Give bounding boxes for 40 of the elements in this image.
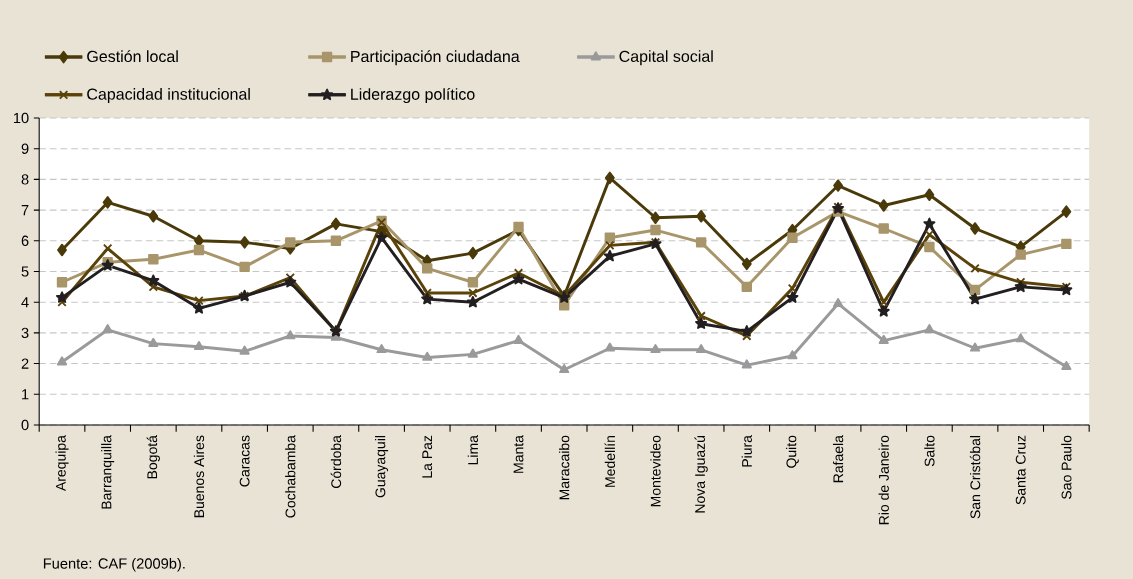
y-tick-label: 7 — [21, 205, 29, 216]
y-tick-label: 6 — [21, 235, 29, 246]
legend-label: Liderazgo político — [351, 87, 475, 104]
x-tick-label: Arequipa — [55, 435, 69, 492]
y-tick-label: 4 — [21, 297, 29, 308]
y-tick-label: 2 — [21, 358, 29, 369]
y-tick-label: 0 — [21, 419, 29, 431]
y-tick-label: 8 — [21, 174, 29, 185]
legend-label: Capacidad institucional — [87, 88, 250, 103]
x-tick-label: Nova Iguazú — [694, 435, 708, 513]
x-tick-label: Lima — [467, 435, 479, 465]
x-tick-label: Barranquilla — [101, 435, 115, 509]
x-tick-label: Guayaquil — [375, 435, 389, 498]
x-tick-label: Rio de Janeiro — [878, 435, 889, 525]
x-tick-label: Córdoba — [330, 435, 342, 489]
x-tick-label: Buenos Aires — [193, 435, 205, 518]
x-tick-label: Salto — [924, 435, 935, 467]
legend-label: Participación ciudadana — [351, 50, 520, 66]
x-tick-label: Cochabamba — [285, 435, 296, 518]
x-tick-label: Rafaela — [832, 435, 844, 483]
x-tick-label: Manta — [513, 435, 524, 473]
source-note: Fuente: CAF (2009b). — [43, 557, 185, 572]
y-tick-label: 10 — [13, 112, 29, 124]
x-tick-label: Caracas — [239, 435, 250, 487]
x-tick-label: San Cristóbal — [969, 435, 981, 519]
x-tick-label: Quito — [786, 435, 799, 468]
y-tick-label: 5 — [21, 266, 29, 277]
x-tick-label: Montevideo — [650, 435, 661, 507]
x-tick-label: Medellín — [604, 435, 616, 487]
legend-label: Gestión local — [87, 50, 178, 63]
x-tick-label: Santa Cruz — [1015, 435, 1026, 505]
x-tick-label: Maracaibo — [559, 435, 570, 500]
x-tick-label: Bogotá — [146, 435, 160, 479]
y-tick-label: 3 — [21, 327, 29, 339]
y-tick-label: 9 — [21, 143, 29, 154]
y-tick-label: 1 — [22, 389, 29, 400]
x-tick-label: Sao Paulo — [1061, 435, 1072, 500]
x-tick-label: Piura — [741, 435, 752, 467]
x-tick-label: La Paz — [422, 435, 433, 478]
legend-label: Capital social — [619, 50, 713, 66]
